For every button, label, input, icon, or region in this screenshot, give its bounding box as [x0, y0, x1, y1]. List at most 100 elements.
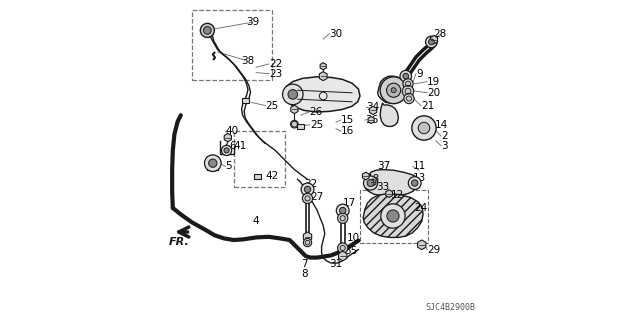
- Circle shape: [209, 159, 217, 167]
- Text: 19: 19: [428, 76, 440, 87]
- Text: 7: 7: [301, 259, 307, 269]
- Text: 12: 12: [390, 190, 404, 200]
- Circle shape: [221, 145, 232, 156]
- Circle shape: [337, 204, 349, 217]
- Text: 18: 18: [366, 174, 380, 184]
- Text: 41: 41: [234, 140, 247, 151]
- Text: 33: 33: [376, 182, 389, 192]
- Circle shape: [387, 210, 399, 222]
- Text: 40: 40: [226, 126, 239, 136]
- Circle shape: [204, 27, 211, 34]
- Polygon shape: [339, 251, 347, 261]
- Text: 27: 27: [310, 192, 324, 202]
- Circle shape: [429, 39, 435, 45]
- Text: 5: 5: [226, 161, 232, 172]
- Text: SJC4B2900B: SJC4B2900B: [425, 303, 475, 312]
- Bar: [360, 190, 428, 243]
- Text: 23: 23: [269, 68, 282, 79]
- Text: 13: 13: [413, 172, 426, 183]
- Text: 26: 26: [309, 107, 322, 117]
- Polygon shape: [365, 170, 419, 196]
- Bar: [234, 131, 285, 187]
- Circle shape: [302, 193, 312, 204]
- Circle shape: [408, 177, 421, 189]
- Circle shape: [381, 204, 405, 228]
- Polygon shape: [362, 172, 369, 180]
- Polygon shape: [368, 116, 374, 124]
- Bar: [192, 10, 272, 80]
- Circle shape: [404, 93, 414, 104]
- Circle shape: [224, 148, 229, 153]
- Circle shape: [305, 186, 311, 193]
- Circle shape: [338, 213, 348, 223]
- Polygon shape: [370, 179, 376, 186]
- Circle shape: [339, 207, 346, 214]
- Polygon shape: [319, 72, 327, 81]
- Circle shape: [426, 36, 437, 48]
- Text: 24: 24: [415, 203, 428, 213]
- Text: 25: 25: [266, 100, 279, 111]
- Circle shape: [301, 183, 314, 196]
- Text: FR.: FR.: [169, 237, 189, 247]
- Polygon shape: [380, 103, 398, 126]
- Text: 36: 36: [365, 115, 378, 125]
- Circle shape: [303, 238, 312, 247]
- Circle shape: [288, 90, 298, 99]
- Polygon shape: [320, 63, 326, 70]
- Text: 39: 39: [246, 17, 260, 28]
- Circle shape: [364, 176, 378, 190]
- Circle shape: [319, 92, 327, 100]
- Polygon shape: [369, 106, 377, 115]
- Circle shape: [387, 83, 401, 97]
- Polygon shape: [224, 133, 232, 142]
- Text: 20: 20: [428, 88, 440, 98]
- Text: 4: 4: [253, 216, 259, 226]
- Circle shape: [412, 180, 418, 186]
- Circle shape: [412, 116, 436, 140]
- Polygon shape: [418, 240, 426, 250]
- Circle shape: [403, 79, 413, 89]
- Text: 17: 17: [342, 198, 356, 208]
- Text: 25: 25: [310, 120, 324, 130]
- Circle shape: [403, 85, 414, 97]
- Text: 21: 21: [421, 100, 434, 111]
- Text: 35: 35: [344, 246, 357, 256]
- Circle shape: [205, 155, 221, 172]
- Circle shape: [282, 84, 303, 105]
- Text: 28: 28: [434, 28, 447, 39]
- Text: 16: 16: [340, 126, 354, 136]
- Circle shape: [391, 88, 396, 93]
- Text: 34: 34: [366, 102, 380, 112]
- Text: 37: 37: [378, 161, 391, 172]
- Text: 42: 42: [266, 171, 279, 181]
- Text: 22: 22: [269, 59, 282, 69]
- Polygon shape: [303, 232, 312, 242]
- Circle shape: [338, 243, 348, 253]
- Circle shape: [291, 120, 298, 128]
- Bar: [243, 98, 250, 103]
- Circle shape: [419, 122, 430, 134]
- Polygon shape: [430, 36, 438, 44]
- Text: 2: 2: [442, 131, 448, 141]
- Text: 29: 29: [428, 244, 440, 255]
- Bar: [297, 124, 305, 129]
- Polygon shape: [291, 105, 298, 114]
- Text: 38: 38: [242, 56, 255, 66]
- Polygon shape: [364, 194, 423, 237]
- Text: 30: 30: [330, 28, 343, 39]
- Text: 3: 3: [442, 140, 448, 151]
- Circle shape: [400, 70, 412, 82]
- Polygon shape: [378, 76, 404, 103]
- Text: 11: 11: [413, 161, 426, 172]
- Text: 14: 14: [435, 120, 449, 130]
- Text: 9: 9: [416, 68, 422, 79]
- Circle shape: [403, 73, 409, 79]
- Text: 6: 6: [229, 140, 236, 151]
- Circle shape: [380, 77, 407, 104]
- Text: 31: 31: [330, 259, 343, 269]
- Text: 15: 15: [340, 115, 354, 125]
- Circle shape: [367, 180, 374, 187]
- Text: 8: 8: [301, 268, 307, 279]
- Text: 32: 32: [304, 179, 317, 189]
- Polygon shape: [285, 77, 360, 112]
